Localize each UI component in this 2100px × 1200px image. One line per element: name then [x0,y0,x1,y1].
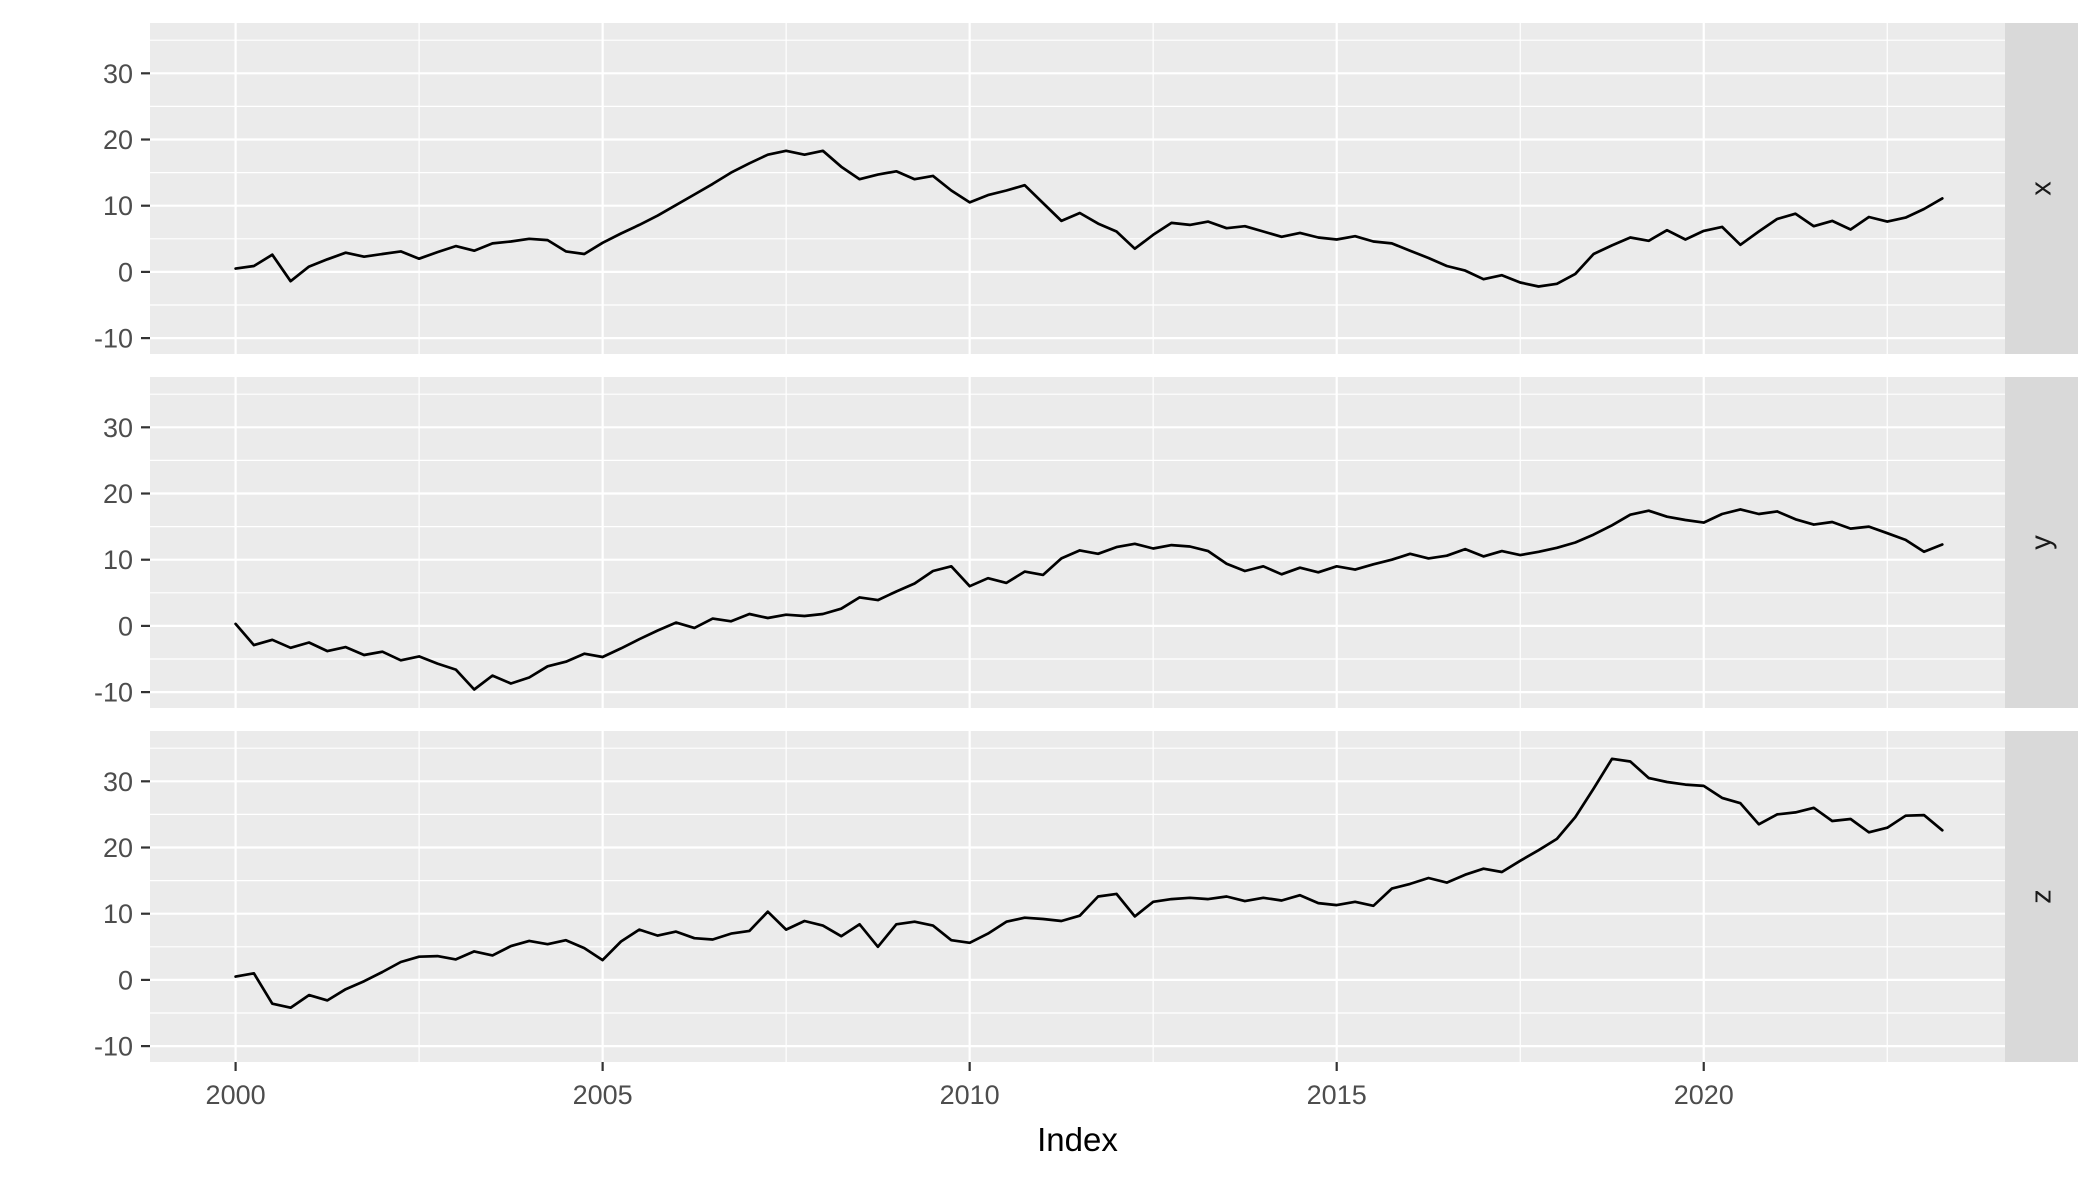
x-axis-tick-label: 2010 [940,1080,1000,1110]
y-axis-tick-label: -10 [94,324,133,354]
facet-strip-y [2005,377,2078,708]
panel-background [150,377,2005,708]
y-axis-tick-label: 0 [118,965,133,995]
y-axis-tick-label: -10 [94,678,133,708]
facet-panel-y: -10 0 10 20 30 y [94,377,2078,708]
y-axis-tick-label: 30 [103,767,133,797]
y-axis-tick-label: 10 [103,545,133,575]
x-axis-tick-label: 2020 [1674,1080,1734,1110]
y-axis-tick-label: 10 [103,899,133,929]
series-line-x [234,149,1944,288]
facet-strip-z [2005,731,2078,1062]
x-axis-tick-label: 2015 [1307,1080,1367,1110]
y-axis-tick-label: 0 [118,611,133,641]
y-axis-tick-label: 20 [103,833,133,863]
y-axis-tick-label: 20 [103,479,133,509]
y-axis-tick-label: -10 [94,1032,133,1062]
facet-strip-label: z [2026,889,2058,904]
y-axis-tick-label: 30 [103,413,133,443]
x-axis-title: Index [1037,1121,1118,1158]
facet-strip-x [2005,23,2078,354]
y-axis-tick-label: 0 [118,257,133,287]
y-axis-tick-label: 20 [103,125,133,155]
x-axis-tick-label: 2000 [206,1080,266,1110]
x-axis-tick-label: 2005 [573,1080,633,1110]
facet-strip-label: y [2026,535,2058,550]
y-axis-tick-label: 30 [103,59,133,89]
panel-background [150,23,2005,354]
series-line-z [234,757,1944,1010]
facet-panel-z: -10 0 10 20 30 z [94,731,2078,1062]
series-line-y [234,508,1944,691]
y-axis-tick-label: 10 [103,191,133,221]
facet-strip-label: x [2026,181,2058,196]
facet-panel-x: -10 0 10 20 30 x [94,23,2078,354]
